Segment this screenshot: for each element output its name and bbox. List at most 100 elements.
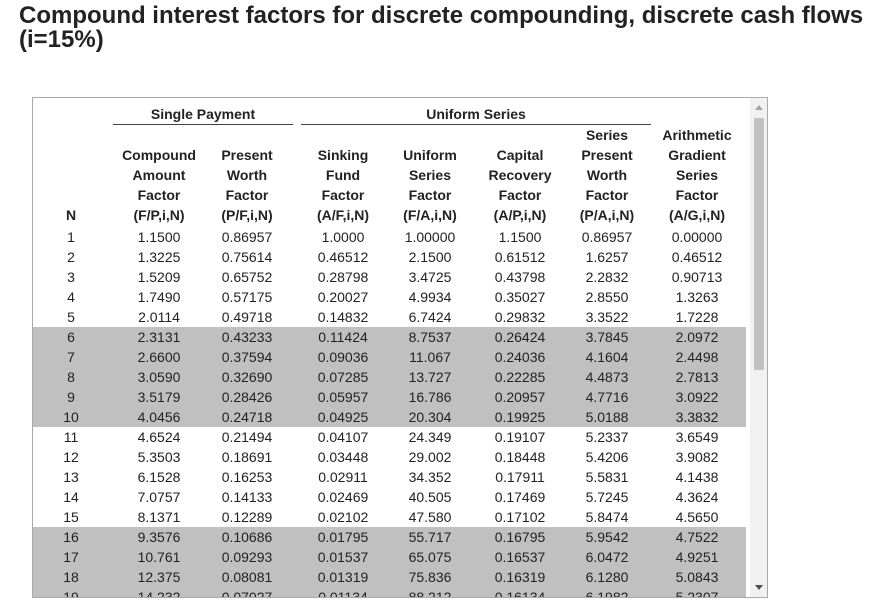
cell: 0.90713 bbox=[671, 269, 723, 285]
cell: 6.7424 bbox=[408, 309, 452, 325]
column-header: Factor bbox=[675, 187, 719, 203]
cell: 4.7522 bbox=[675, 529, 719, 545]
cell: 2.8550 bbox=[585, 289, 629, 305]
cell: 1.3225 bbox=[137, 249, 181, 265]
cell: 15 bbox=[63, 509, 79, 525]
cell: 4.6524 bbox=[137, 429, 181, 445]
cell: 16 bbox=[63, 529, 79, 545]
column-header: (P/A,i,N) bbox=[579, 207, 635, 223]
row-shade bbox=[33, 527, 746, 547]
cell: 0.20027 bbox=[317, 289, 369, 305]
column-header: Compound bbox=[122, 147, 196, 163]
cell: 0.07027 bbox=[221, 589, 273, 598]
cell: 6.1528 bbox=[137, 469, 181, 485]
cell: 3.5179 bbox=[137, 389, 181, 405]
cell: 0.57175 bbox=[221, 289, 273, 305]
cell: 0.09293 bbox=[221, 549, 273, 565]
row-shade bbox=[33, 347, 746, 367]
cell: 4.9934 bbox=[408, 289, 452, 305]
scroll-thumb[interactable] bbox=[754, 118, 764, 370]
cell: 0.28798 bbox=[317, 269, 369, 285]
cell: 5.8474 bbox=[585, 509, 629, 525]
cell: 4.1604 bbox=[585, 349, 629, 365]
cell: 2 bbox=[67, 249, 75, 265]
cell: 10 bbox=[63, 409, 79, 425]
cell: 2.1500 bbox=[408, 249, 452, 265]
cell: 13 bbox=[63, 469, 79, 485]
cell: 1.00000 bbox=[404, 229, 456, 245]
cell: 5 bbox=[67, 309, 75, 325]
cell: 34.352 bbox=[408, 469, 452, 485]
cell: 4.0456 bbox=[137, 409, 181, 425]
column-header: Worth bbox=[586, 167, 628, 183]
group-rule bbox=[113, 124, 293, 125]
cell: 2.4498 bbox=[675, 349, 719, 365]
column-header: Factor bbox=[408, 187, 452, 203]
cell: 0.04925 bbox=[317, 409, 369, 425]
row-shade bbox=[33, 547, 746, 567]
cell: 29.002 bbox=[408, 449, 452, 465]
cell: 5.2337 bbox=[585, 429, 629, 445]
column-header: Factor bbox=[585, 187, 629, 203]
cell: 0.17469 bbox=[494, 489, 546, 505]
cell: 5.7245 bbox=[585, 489, 629, 505]
cell: 0.10686 bbox=[221, 529, 273, 545]
cell: 3.9082 bbox=[675, 449, 719, 465]
cell: 8.7537 bbox=[408, 329, 452, 345]
cell: 1.6257 bbox=[585, 249, 629, 265]
cell: 5.2307 bbox=[675, 589, 719, 598]
cell: 0.49718 bbox=[221, 309, 273, 325]
cell: 0.18691 bbox=[221, 449, 273, 465]
cell: 0.29832 bbox=[494, 309, 546, 325]
cell: 0.11424 bbox=[318, 329, 368, 345]
cell: 5.4206 bbox=[585, 449, 629, 465]
cell: 55.717 bbox=[408, 529, 452, 545]
column-header: Arithmetic bbox=[662, 127, 732, 143]
cell: 1.0000 bbox=[321, 229, 365, 245]
row-shade bbox=[33, 327, 746, 347]
column-header: (F/P,i,N) bbox=[133, 207, 185, 223]
cell: 14 bbox=[63, 489, 79, 505]
cell: 5.5831 bbox=[585, 469, 629, 485]
cell: 4.1438 bbox=[675, 469, 719, 485]
cell: 47.580 bbox=[408, 509, 452, 525]
cell: 2.0114 bbox=[138, 309, 180, 325]
cell: 2.6600 bbox=[137, 349, 181, 365]
scrollbar[interactable] bbox=[750, 98, 767, 597]
cell: 11 bbox=[63, 429, 79, 445]
cell: 1.5209 bbox=[137, 269, 181, 285]
row-shade bbox=[33, 587, 746, 597]
cell: 0.01537 bbox=[317, 549, 369, 565]
cell: 3.3522 bbox=[585, 309, 629, 325]
column-header: (A/G,i,N) bbox=[669, 207, 725, 223]
cell: 0.02911 bbox=[318, 469, 368, 485]
cell: 0.43798 bbox=[494, 269, 546, 285]
cell: 88.212 bbox=[408, 589, 452, 598]
cell: 0.20957 bbox=[494, 389, 546, 405]
cell: 0.65752 bbox=[221, 269, 273, 285]
cell: 0.24718 bbox=[221, 409, 273, 425]
cell: 8 bbox=[67, 369, 75, 385]
cell: 1.1500 bbox=[137, 229, 181, 245]
cell: 4.3624 bbox=[675, 489, 719, 505]
cell: 0.86957 bbox=[581, 229, 633, 245]
row-shade bbox=[33, 367, 746, 387]
cell: 0.17102 bbox=[494, 509, 546, 525]
column-header: Gradient bbox=[668, 147, 726, 163]
cell: 0.19107 bbox=[494, 429, 546, 445]
cell: 2.0972 bbox=[675, 329, 719, 345]
column-header: N bbox=[65, 207, 77, 223]
cell: 3.0590 bbox=[137, 369, 181, 385]
cell: 4.4873 bbox=[585, 369, 629, 385]
cell: 0.02469 bbox=[317, 489, 369, 505]
cell: 13.727 bbox=[408, 369, 452, 385]
cell: 0.02102 bbox=[317, 509, 369, 525]
group-rule bbox=[301, 124, 651, 125]
column-header: (A/F,i,N) bbox=[316, 207, 370, 223]
cell: 0.05957 bbox=[317, 389, 369, 405]
cell: 0.28426 bbox=[221, 389, 273, 405]
cell: 0.61512 bbox=[494, 249, 546, 265]
cell: 1 bbox=[67, 229, 75, 245]
cell: 5.0843 bbox=[675, 569, 719, 585]
